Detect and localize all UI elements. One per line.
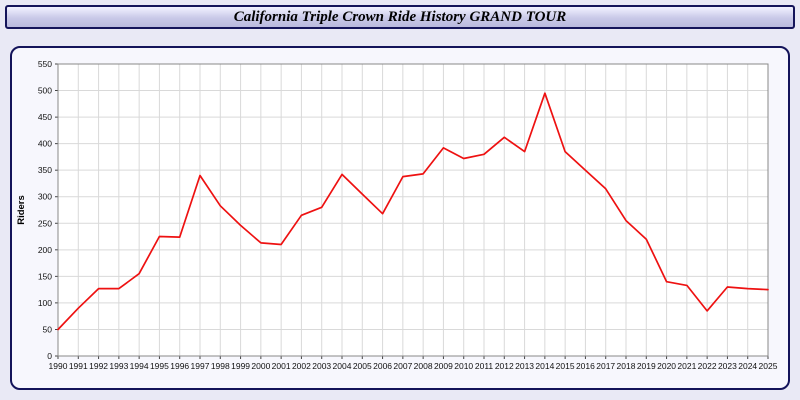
svg-text:2021: 2021 bbox=[677, 361, 696, 371]
svg-text:2011: 2011 bbox=[475, 361, 494, 371]
svg-text:2008: 2008 bbox=[414, 361, 433, 371]
svg-text:50: 50 bbox=[43, 324, 53, 334]
svg-text:2003: 2003 bbox=[312, 361, 331, 371]
svg-text:2022: 2022 bbox=[698, 361, 717, 371]
svg-text:2023: 2023 bbox=[718, 361, 737, 371]
svg-text:350: 350 bbox=[38, 165, 52, 175]
svg-text:1994: 1994 bbox=[130, 361, 149, 371]
svg-text:2005: 2005 bbox=[353, 361, 372, 371]
chart-title-bar: California Triple Crown Ride History GRA… bbox=[5, 5, 795, 29]
svg-text:2012: 2012 bbox=[495, 361, 514, 371]
svg-text:2017: 2017 bbox=[596, 361, 615, 371]
svg-text:1990: 1990 bbox=[49, 361, 68, 371]
riders-line-chart: 1990 1991 1992 1993 1994 1995 1996 1997 1998 1999… bbox=[16, 59, 778, 371]
svg-text:100: 100 bbox=[38, 298, 52, 308]
svg-text:2010: 2010 bbox=[454, 361, 473, 371]
svg-text:0: 0 bbox=[47, 351, 52, 361]
svg-text:2004: 2004 bbox=[333, 361, 352, 371]
svg-text:200: 200 bbox=[38, 245, 52, 255]
svg-text:1995: 1995 bbox=[150, 361, 169, 371]
svg-text:1993: 1993 bbox=[109, 361, 128, 371]
svg-text:2025: 2025 bbox=[759, 361, 778, 371]
svg-text:2006: 2006 bbox=[373, 361, 392, 371]
svg-text:2018: 2018 bbox=[617, 361, 636, 371]
svg-text:2016: 2016 bbox=[576, 361, 595, 371]
svg-text:2019: 2019 bbox=[637, 361, 656, 371]
svg-text:1992: 1992 bbox=[89, 361, 108, 371]
svg-text:2000: 2000 bbox=[251, 361, 270, 371]
svg-text:400: 400 bbox=[38, 139, 52, 149]
svg-text:150: 150 bbox=[38, 271, 52, 281]
svg-text:1998: 1998 bbox=[211, 361, 230, 371]
svg-text:1991: 1991 bbox=[69, 361, 88, 371]
svg-text:500: 500 bbox=[38, 86, 52, 96]
svg-text:1996: 1996 bbox=[170, 361, 189, 371]
chart-panel: 1990 1991 1992 1993 1994 1995 1996 1997 1998 1999… bbox=[10, 46, 790, 390]
svg-text:450: 450 bbox=[38, 112, 52, 122]
svg-text:1999: 1999 bbox=[231, 361, 250, 371]
svg-text:2001: 2001 bbox=[272, 361, 291, 371]
svg-text:2013: 2013 bbox=[515, 361, 534, 371]
svg-text:2014: 2014 bbox=[535, 361, 554, 371]
chart-title: California Triple Crown Ride History GRA… bbox=[233, 8, 567, 25]
svg-text:2009: 2009 bbox=[434, 361, 453, 371]
svg-text:2024: 2024 bbox=[738, 361, 757, 371]
svg-text:550: 550 bbox=[38, 59, 52, 69]
svg-text:2007: 2007 bbox=[393, 361, 412, 371]
svg-text:300: 300 bbox=[38, 192, 52, 202]
svg-text:Riders: Riders bbox=[16, 195, 27, 225]
svg-text:2002: 2002 bbox=[292, 361, 311, 371]
svg-text:2015: 2015 bbox=[556, 361, 575, 371]
svg-text:250: 250 bbox=[38, 218, 52, 228]
svg-text:2020: 2020 bbox=[657, 361, 676, 371]
svg-text:1997: 1997 bbox=[191, 361, 210, 371]
